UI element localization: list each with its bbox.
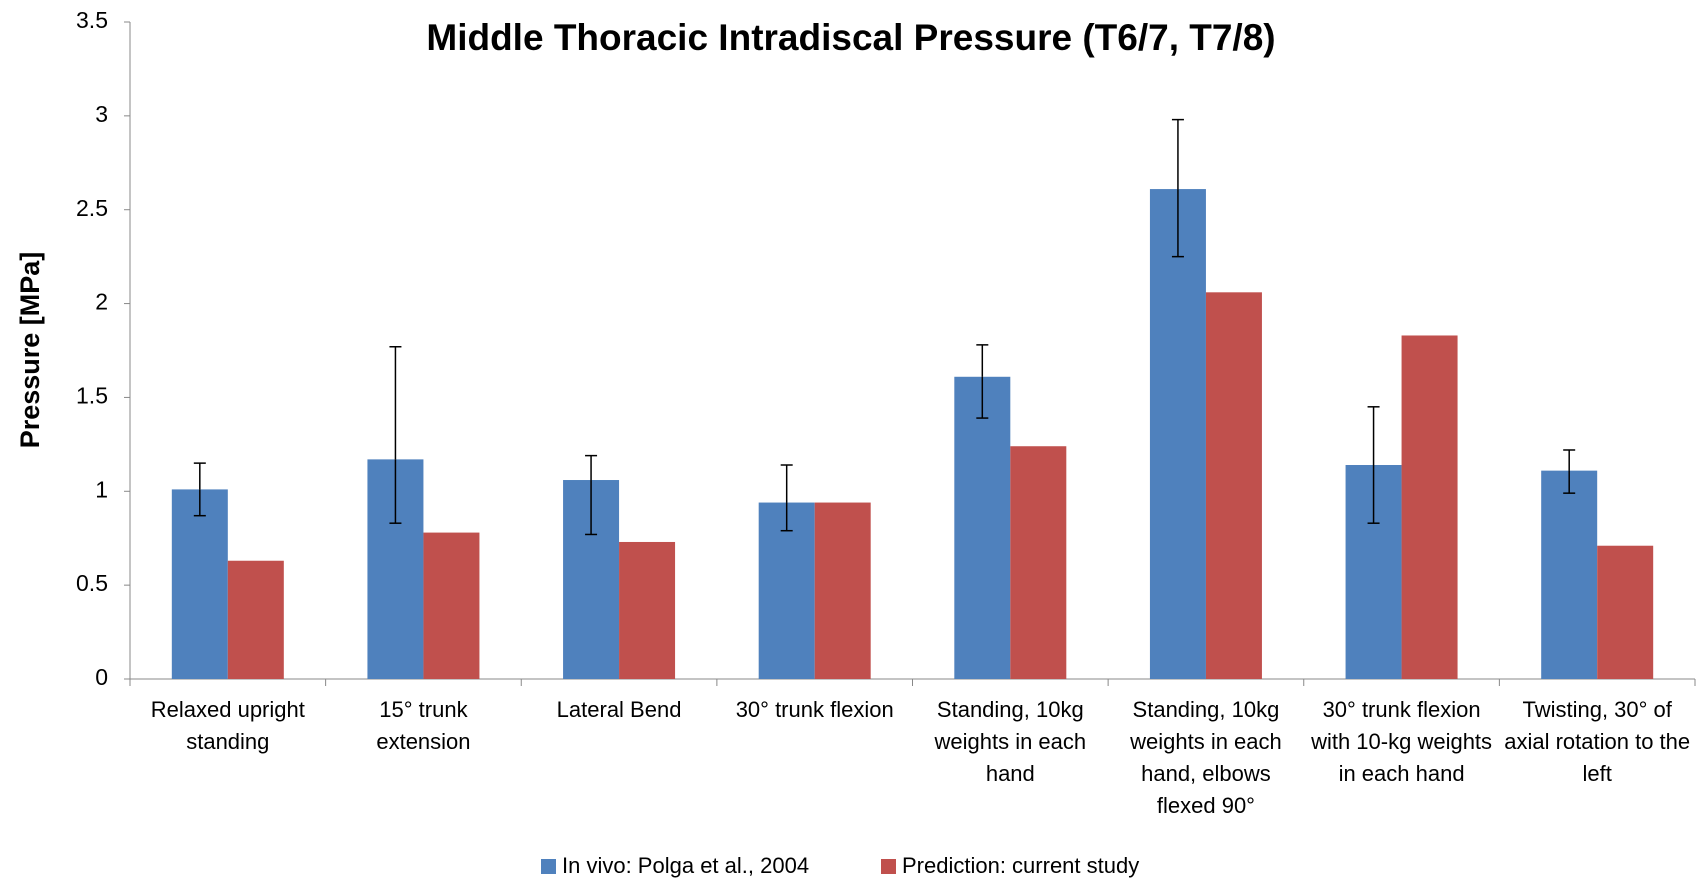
bar: [1401, 335, 1458, 679]
y-tick-label: 1.5: [76, 383, 108, 409]
bar: [758, 502, 815, 679]
legend-label: Prediction: current study: [902, 853, 1139, 878]
bar: [954, 376, 1011, 679]
x-tick-label: Standing, 10kg weights in each hand, elb…: [1130, 697, 1282, 818]
y-tick-label: 1: [95, 476, 108, 502]
y-tick-label: 0.5: [76, 570, 108, 596]
bar: [423, 532, 480, 679]
x-tick-label: Relaxed upright standing: [150, 697, 305, 754]
y-tick-label: 0: [95, 664, 108, 690]
x-tick-label: Lateral Bend: [556, 697, 682, 722]
x-tick-label: Twisting, 30° of axial rotation to the l…: [1504, 697, 1691, 786]
x-tick-label: 15° trunk extension: [376, 697, 471, 754]
bar: [1205, 292, 1262, 679]
y-tick-label: 3: [95, 101, 108, 127]
y-tick-label: 2.5: [76, 195, 108, 221]
bar: [1541, 470, 1598, 679]
x-tick-label: 30° trunk flexion: [735, 697, 894, 722]
bar: [814, 502, 871, 679]
bar: [1149, 189, 1206, 679]
legend-swatch: [881, 859, 896, 874]
chart-title: Middle Thoracic Intradiscal Pressure (T6…: [426, 17, 1275, 58]
legend-label: In vivo: Polga et al., 2004: [562, 853, 809, 878]
bar: [227, 560, 284, 679]
bar: [619, 541, 676, 679]
x-tick-label: 30° trunk flexion with 10-kg weights in …: [1311, 697, 1493, 786]
legend-swatch: [541, 859, 556, 874]
y-axis-label: Pressure [MPa]: [15, 252, 45, 449]
bar: [1010, 446, 1067, 679]
bar: [171, 489, 228, 679]
bar: [1597, 545, 1654, 679]
y-tick-label: 3.5: [76, 7, 108, 33]
y-tick-label: 2: [95, 289, 108, 315]
x-tick-label: Standing, 10kg weights in each hand: [934, 697, 1087, 786]
